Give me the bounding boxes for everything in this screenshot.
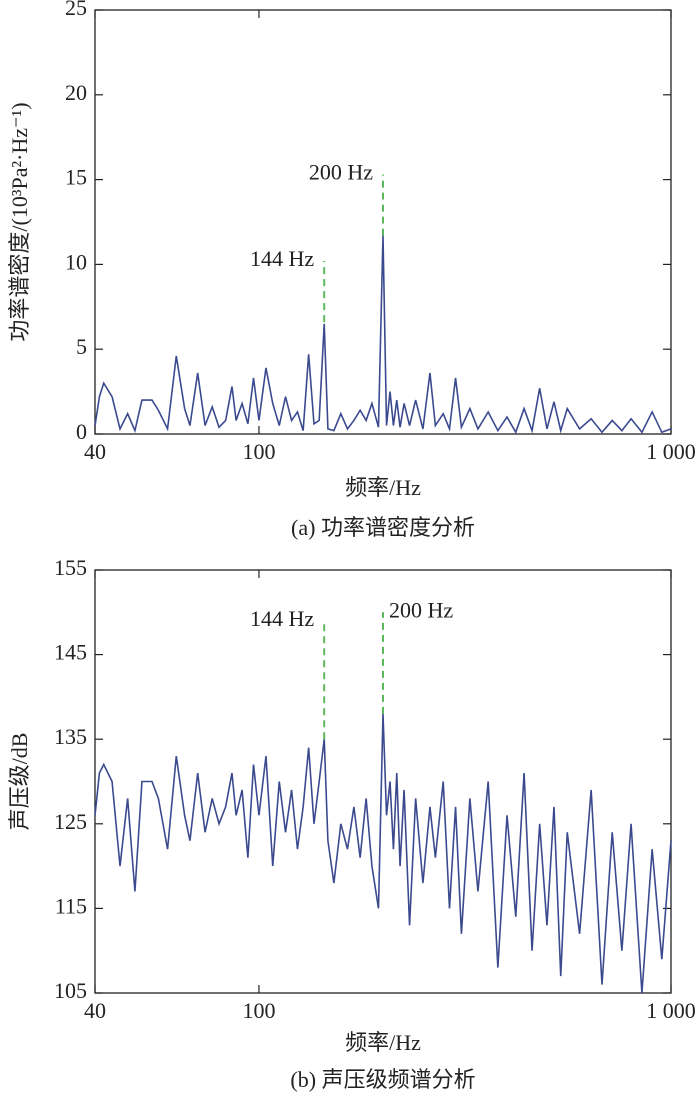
y-tick-label: 15 — [65, 165, 87, 190]
x-tick-label: 1 000 — [646, 439, 696, 464]
y-tick-label: 145 — [54, 640, 87, 665]
y-tick-label: 25 — [65, 0, 87, 20]
y-tick-label: 125 — [54, 809, 87, 834]
y-tick-label: 5 — [76, 334, 87, 359]
annotation-label: 144 Hz — [250, 606, 314, 631]
y-tick-label: 115 — [55, 893, 87, 918]
plot-frame — [94, 9, 672, 435]
y-tick-label: 155 — [54, 555, 87, 580]
x-tick-label: 40 — [84, 439, 106, 464]
x-tick-label: 100 — [242, 439, 275, 464]
annotation-label: 200 Hz — [389, 597, 453, 622]
x-tick-label: 1 000 — [646, 998, 696, 1023]
chart-title: (b) 声压级频谱分析 — [290, 1067, 475, 1092]
data-line — [94, 713, 672, 994]
annotation-label: 144 Hz — [250, 246, 314, 271]
y-axis-label: 声压级/dB — [7, 733, 32, 831]
x-axis-label: 频率/Hz — [345, 1030, 421, 1055]
x-tick-label: 40 — [84, 998, 106, 1023]
data-line — [94, 235, 672, 435]
y-tick-label: 105 — [54, 978, 87, 1003]
y-axis-label: 功率谱密度/(10³Pa²·Hz⁻¹) — [7, 102, 32, 341]
y-tick-label: 135 — [54, 724, 87, 749]
x-axis-label: 频率/Hz — [345, 475, 421, 500]
plot-frame — [94, 569, 672, 994]
y-tick-label: 0 — [76, 419, 87, 444]
y-tick-label: 10 — [65, 249, 87, 274]
x-tick-label: 100 — [242, 998, 275, 1023]
annotation-label: 200 Hz — [309, 160, 373, 185]
y-tick-label: 20 — [65, 80, 87, 105]
chart-title: (a) 功率谱密度分析 — [291, 515, 475, 540]
